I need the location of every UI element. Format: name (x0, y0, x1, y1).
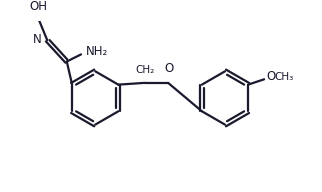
Text: O: O (164, 62, 174, 75)
Text: CH₃: CH₃ (274, 72, 293, 82)
Text: O: O (266, 70, 275, 83)
Text: N: N (33, 33, 42, 46)
Text: NH₂: NH₂ (85, 45, 108, 58)
Text: OH: OH (29, 0, 47, 13)
Text: CH₂: CH₂ (135, 65, 155, 75)
